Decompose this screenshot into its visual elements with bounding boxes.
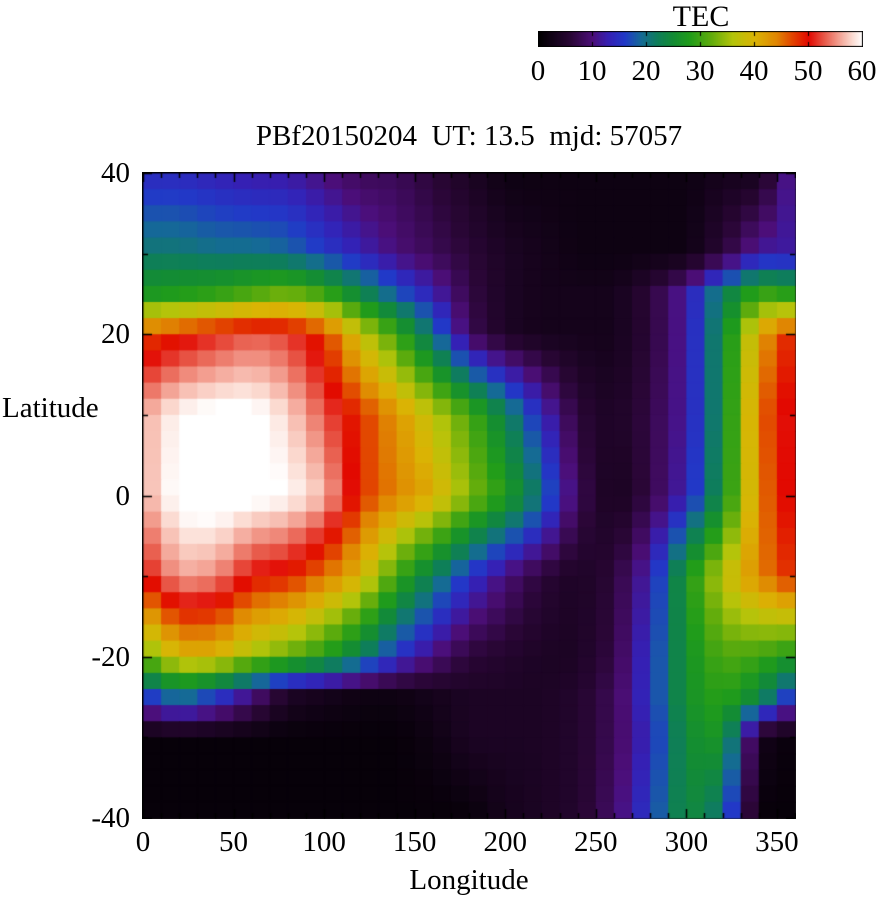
plot-title: PBf20150204 UT: 13.5 mjd: 57057	[255, 120, 683, 152]
tec-heatmap	[142, 172, 796, 819]
y-tick-label: -20	[91, 640, 130, 673]
x-tick-label: 50	[219, 826, 249, 858]
colorbar-tick-label: 30	[685, 55, 715, 87]
colorbar-tick-label: 10	[577, 55, 607, 87]
x-tick-label: 300	[664, 826, 709, 858]
colorbar-tick-label: 20	[631, 55, 661, 87]
x-tick-label: 150	[392, 826, 437, 858]
y-tick-label: -40	[91, 802, 130, 834]
x-tick-label: 350	[755, 826, 799, 858]
x-axis-label: Longitude	[409, 864, 529, 896]
colorbar-tick-label: 40	[739, 55, 769, 87]
x-tick-label: 250	[574, 826, 618, 858]
y-tick-label: 20	[101, 318, 130, 351]
colorbar-gradient	[538, 31, 863, 47]
colorbar-tick-label: 60	[847, 55, 877, 87]
colorbar-tick-label: 50	[793, 55, 823, 87]
y-axis-label: Latitude	[2, 392, 99, 424]
y-tick-label: 0	[115, 479, 131, 512]
x-tick-label: 100	[302, 826, 346, 858]
x-tick-label: 0	[135, 826, 151, 858]
colorbar-title: TEC	[672, 0, 730, 33]
y-tick-label: 40	[101, 157, 130, 189]
colorbar-tick-label: 0	[530, 55, 546, 87]
x-tick-label: 200	[483, 826, 527, 858]
